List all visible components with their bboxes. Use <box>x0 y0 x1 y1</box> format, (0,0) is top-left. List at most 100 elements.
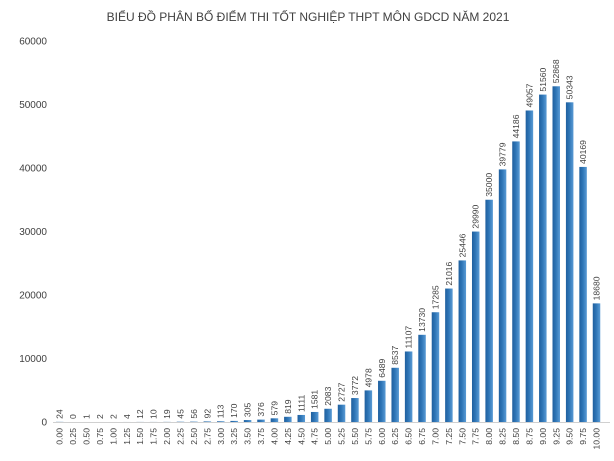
x-tick-label: 9.00 <box>538 428 548 445</box>
data-label: 1111 <box>296 395 306 412</box>
data-label: 12 <box>135 409 145 419</box>
x-tick-label: 5.50 <box>350 428 360 445</box>
y-tick-label: 60000 <box>19 37 47 48</box>
x-tick-label: 4.50 <box>296 428 306 445</box>
data-label: 2 <box>95 414 105 419</box>
bar <box>445 288 453 422</box>
x-tick-label: 6.50 <box>404 428 414 445</box>
data-label: 2083 <box>323 386 333 405</box>
x-tick-label: 6.75 <box>417 428 427 445</box>
data-label: 1581 <box>310 390 320 409</box>
bar-series <box>55 86 601 423</box>
x-tick-label: 1.75 <box>149 428 159 445</box>
data-label: 56 <box>189 409 199 419</box>
y-tick-label: 40000 <box>19 164 47 175</box>
x-tick-label: 3.75 <box>256 428 266 445</box>
x-tick-label: 0.00 <box>55 428 65 445</box>
data-label: 1 <box>82 414 92 419</box>
data-label: 13730 <box>417 308 427 332</box>
bar <box>512 141 520 423</box>
bar <box>471 231 480 422</box>
bar <box>592 303 601 422</box>
bar <box>418 334 426 422</box>
bar <box>351 398 359 422</box>
x-tick-label: 2.75 <box>202 428 212 445</box>
data-label: 3772 <box>350 376 360 395</box>
bar <box>297 414 306 422</box>
x-tick-label: 8.25 <box>498 428 508 445</box>
data-label: 305 <box>243 403 253 418</box>
x-tick-label: 9.25 <box>551 428 561 445</box>
data-label: 2 <box>108 414 118 419</box>
data-label: 11107 <box>404 326 414 349</box>
bar <box>217 421 225 422</box>
data-label: 25446 <box>457 233 467 257</box>
bar <box>458 260 467 422</box>
data-label: 35000 <box>484 173 494 197</box>
x-tick-label: 1.25 <box>122 428 132 445</box>
x-tick-label: 2.00 <box>162 428 172 445</box>
x-axis: 0.00 0.25 0.50 0.75 1.00 1.25 1.50 1.75 2.00 2.25… <box>55 428 602 450</box>
data-label: 29990 <box>471 204 481 228</box>
x-tick-label: 9.75 <box>578 428 588 445</box>
data-label: 0 <box>68 414 78 419</box>
x-tick-label: 3.25 <box>229 428 239 445</box>
bar <box>485 199 493 422</box>
bar <box>431 312 440 422</box>
x-tick-label: 6.00 <box>377 428 387 445</box>
bar <box>565 102 574 422</box>
bar <box>391 367 399 422</box>
x-tick-label: 5.00 <box>323 428 333 445</box>
data-label: 18680 <box>592 276 602 300</box>
bar <box>378 380 386 422</box>
x-tick-label: 4.00 <box>269 428 279 445</box>
x-tick-label: 3.50 <box>243 428 253 445</box>
x-tick-label: 10.00 <box>592 428 602 450</box>
data-label: 2727 <box>337 382 347 401</box>
data-label: 52868 <box>551 59 561 83</box>
bar <box>310 411 319 422</box>
x-tick-label: 7.75 <box>471 428 481 445</box>
data-label: 4978 <box>363 368 373 387</box>
x-tick-label: 0.50 <box>82 428 92 445</box>
x-tick-label: 4.25 <box>283 428 293 445</box>
x-tick-label: 4.75 <box>310 428 320 445</box>
y-axis: 0 10000 20000 30000 40000 50000 60000 <box>19 37 610 429</box>
x-tick-label: 8.75 <box>524 428 534 445</box>
data-label: 579 <box>269 401 279 416</box>
data-label: 170 <box>229 403 239 418</box>
data-label: 113 <box>216 404 226 418</box>
bar <box>284 416 292 422</box>
x-tick-label: 7.25 <box>444 428 454 445</box>
data-label: 4 <box>122 414 132 419</box>
x-tick-label: 2.25 <box>175 428 185 445</box>
y-tick-label: 10000 <box>19 354 47 365</box>
bar <box>539 94 547 422</box>
x-tick-label: 2.50 <box>189 428 199 445</box>
data-label: 21016 <box>444 261 454 285</box>
data-label: 45 <box>175 409 185 419</box>
bar <box>404 351 413 422</box>
data-label: 6489 <box>377 358 387 377</box>
bar <box>552 86 560 422</box>
data-label: 44186 <box>511 114 521 138</box>
bar <box>203 421 212 422</box>
data-labels: 24 0 1 2 2 4 12 10 19 45 56 92 113 170 305 376 579 819 111… <box>55 59 602 419</box>
bar <box>230 420 238 422</box>
x-tick-label: 8.00 <box>484 428 494 445</box>
bar <box>525 110 534 423</box>
bar <box>243 420 252 422</box>
chart-title: BIỂU ĐỒ PHÂN BỐ ĐIỂM THI TỐT NGHIỆP THPT… <box>107 9 510 24</box>
data-label: 24 <box>55 409 65 419</box>
x-tick-label: 3.00 <box>216 428 226 445</box>
y-tick-label: 0 <box>41 418 47 429</box>
bar <box>579 166 587 422</box>
x-tick-label: 5.25 <box>337 428 347 445</box>
bar <box>270 418 279 422</box>
data-label: 819 <box>283 399 293 414</box>
x-tick-label: 5.75 <box>363 428 373 445</box>
bar <box>498 169 507 422</box>
bar <box>337 404 346 422</box>
x-tick-label: 9.50 <box>565 428 575 445</box>
